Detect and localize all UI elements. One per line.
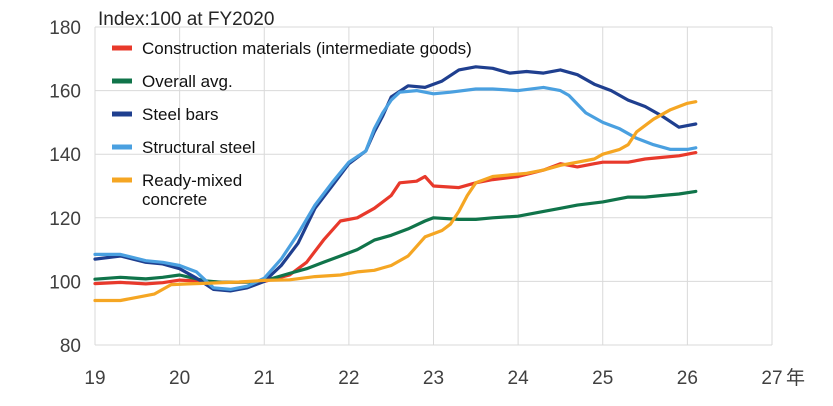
x-tick-label: 24: [508, 368, 530, 389]
x-tick-label: 27: [761, 368, 782, 389]
x-tick-label: 19: [84, 368, 105, 389]
y-tick-label: 160: [49, 82, 81, 103]
x-tick-label: 20: [169, 368, 190, 389]
legend-label: Construction materials (intermediate goo…: [142, 39, 472, 58]
legend-label: Steel bars: [142, 105, 219, 124]
y-tick-label: 120: [49, 209, 81, 230]
legend-label: concrete: [142, 190, 207, 209]
series-lines: [93, 65, 698, 303]
series-line: [93, 100, 698, 303]
series-line: [93, 85, 698, 291]
x-tick-label: 22: [338, 368, 359, 389]
legend-label: Structural steel: [142, 138, 255, 157]
y-tick-label: 180: [49, 18, 81, 39]
y-tick-label: 80: [60, 336, 81, 357]
x-tick-label: 21: [254, 368, 275, 389]
x-tick-label: 25: [592, 368, 613, 389]
y-tick-label: 140: [49, 145, 81, 166]
legend-label: Overall avg.: [142, 72, 233, 91]
y-tick-label: 100: [49, 272, 81, 293]
x-axis-unit: 年: [786, 367, 805, 389]
y-axis-label: Index:100 at FY2020: [98, 9, 274, 30]
legend-label: Ready-mixed: [142, 171, 242, 190]
gridlines: [94, 26, 773, 346]
x-tick-label: 26: [677, 368, 698, 389]
axes: 80 100 120 140 160 180 19 20 21 22 23 24 25 26 27 年: [49, 18, 805, 389]
legend: Construction materials (intermediate goo…: [112, 39, 472, 209]
x-tick-label: 23: [423, 368, 444, 389]
